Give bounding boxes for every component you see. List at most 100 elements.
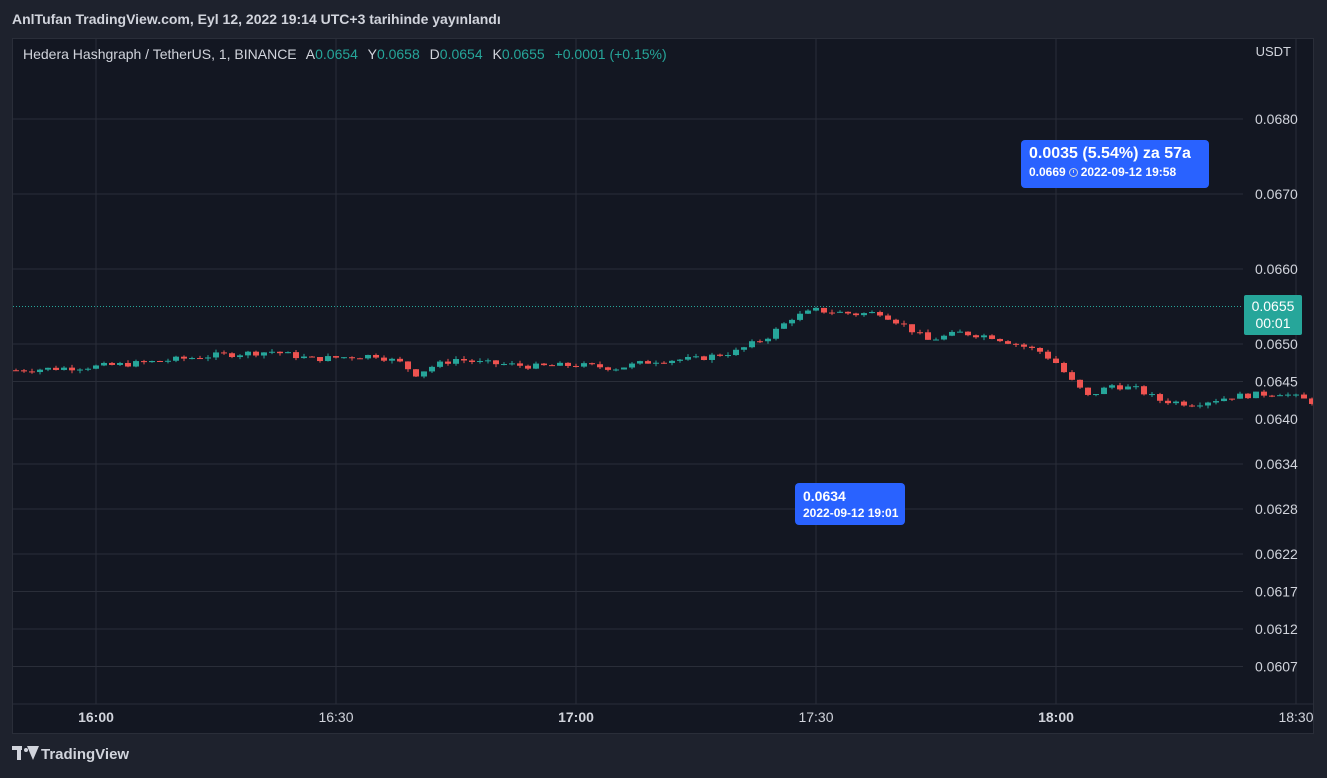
candle-body	[21, 370, 27, 372]
candle-body	[557, 362, 563, 366]
low-value: 0.0654	[439, 46, 483, 62]
candle-body	[973, 335, 979, 338]
candle-body	[1101, 387, 1107, 395]
candle-body	[229, 353, 235, 358]
candle-body	[1173, 401, 1179, 404]
candle-body	[317, 357, 323, 362]
candle-body	[645, 361, 651, 364]
price-tick-label: 0.0645	[1255, 374, 1298, 390]
candle-body	[1221, 398, 1227, 402]
candle-body	[765, 338, 771, 342]
candle-body	[629, 363, 635, 368]
time-tick-label: 16:00	[78, 709, 114, 725]
candle-body	[693, 356, 699, 358]
candle-body	[1005, 341, 1011, 344]
change-value: +0.0001 (+0.15%)	[554, 46, 667, 62]
candle-body	[925, 332, 931, 340]
candle-body	[85, 368, 91, 370]
candle-body	[581, 363, 587, 367]
candle-body	[157, 360, 163, 362]
candle-body	[421, 371, 427, 377]
candle-body	[1237, 393, 1243, 399]
candle-body	[533, 363, 539, 369]
candle-body	[429, 366, 435, 372]
candle-body	[205, 357, 211, 359]
range-change: 0.0035 (5.54%) za 57a	[1029, 145, 1191, 162]
currency-label[interactable]: USDT	[1255, 44, 1291, 59]
candle-body	[525, 365, 531, 369]
candle-body	[653, 362, 659, 364]
candle-body	[277, 351, 283, 354]
tradingview-logo-icon	[12, 746, 39, 760]
candle-body	[621, 367, 627, 370]
candle-body	[93, 365, 99, 369]
candle-body	[77, 369, 83, 371]
candle-body	[677, 359, 683, 361]
candle-body	[965, 331, 971, 336]
tradingview-logo[interactable]: TradingView	[12, 746, 129, 766]
candle-body	[29, 371, 35, 373]
close-label: K	[492, 46, 502, 62]
candle-body	[133, 361, 139, 367]
candle-body	[613, 369, 619, 371]
candle-body	[717, 354, 723, 356]
candle-body	[1181, 401, 1187, 406]
candle-body	[45, 367, 51, 370]
candle-body	[261, 352, 267, 356]
candle-body	[325, 356, 331, 362]
candle-body	[349, 357, 355, 359]
candle-body	[437, 361, 443, 367]
bar-countdown: 00:01	[1255, 315, 1291, 331]
candle-body	[381, 357, 387, 361]
candle-body	[1133, 386, 1139, 388]
candle-body	[1157, 394, 1163, 401]
range-start-callout[interactable]: 0.0634 2022-09-12 19:01	[795, 483, 905, 525]
candle-body	[501, 364, 507, 366]
candle-body	[1109, 385, 1115, 388]
candle-body	[805, 310, 811, 314]
range-end-callout[interactable]: 0.0035 (5.54%) za 57a 0.0669 2022-09-12 1…	[1021, 140, 1209, 188]
candle-body	[213, 352, 219, 358]
current-price: 0.0655	[1251, 298, 1295, 314]
candle-body	[237, 355, 243, 358]
candle-body	[1149, 394, 1155, 396]
candle-body	[357, 358, 363, 360]
price-tick-label: 0.0640	[1255, 411, 1298, 427]
candle-body	[1029, 346, 1035, 348]
candle-body	[949, 331, 955, 336]
candle-body	[477, 361, 483, 363]
price-tick-label: 0.0680	[1255, 111, 1298, 127]
candle-body	[941, 335, 947, 340]
candle-body	[397, 358, 403, 362]
candle-body	[125, 362, 131, 367]
chart-panel[interactable]: 0.0680 0.0670 0.0660 0.0650 0.0645 0.0640 0.06…	[12, 38, 1314, 734]
price-tick-label: 0.0628	[1255, 501, 1298, 517]
candle-body	[597, 364, 603, 368]
candle-body	[453, 359, 459, 364]
candle-body	[757, 341, 763, 343]
candle-body	[1285, 394, 1291, 396]
candle-body	[893, 319, 899, 324]
open-value: 0.0654	[315, 46, 358, 62]
candle-body	[605, 367, 611, 370]
candle-body	[725, 355, 731, 357]
candle-body	[1125, 386, 1131, 390]
price-chart[interactable]: 0.0680 0.0670 0.0660 0.0650 0.0645 0.0640 0.06…	[13, 39, 1313, 733]
low-label: D	[429, 46, 440, 62]
price-tick-label: 0.0670	[1255, 186, 1298, 202]
candle-body	[485, 360, 491, 362]
candle-body	[493, 360, 499, 365]
candle-body	[781, 323, 787, 329]
clock-icon	[1068, 168, 1078, 177]
time-tick-label: 17:30	[798, 709, 833, 725]
candle-body	[149, 360, 155, 363]
symbol-legend: Hedera Hashgraph / TetherUS, 1, BINANCE …	[23, 46, 667, 62]
time-tick-label: 18:00	[1038, 709, 1074, 725]
candle-body	[285, 352, 291, 354]
candle-body	[797, 313, 803, 320]
candle-body	[469, 360, 475, 363]
candle-body	[1261, 391, 1267, 396]
brand-name: TradingView	[41, 746, 130, 763]
candle-body	[829, 312, 835, 314]
candle-body	[773, 328, 779, 339]
